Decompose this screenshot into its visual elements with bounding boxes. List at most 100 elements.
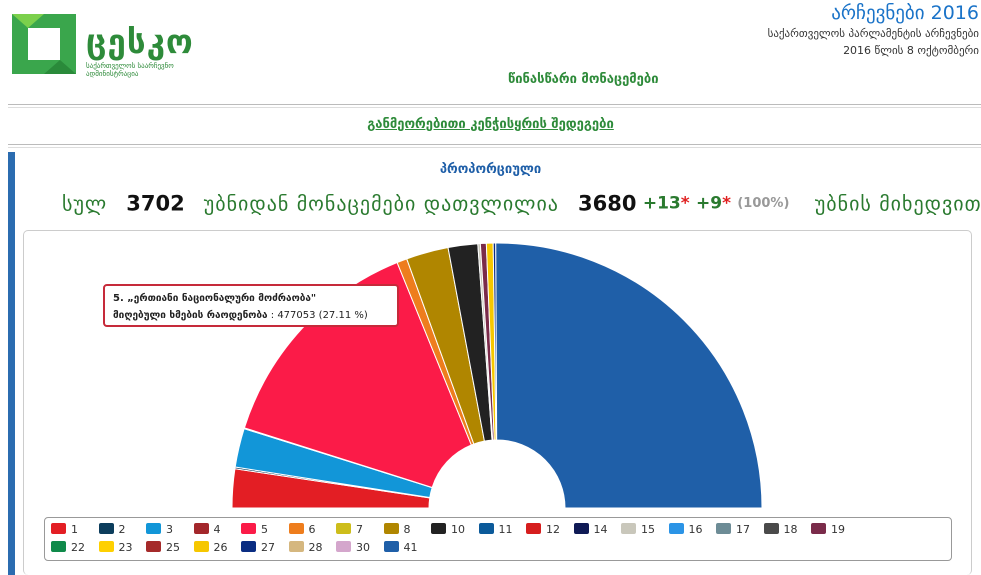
legend-swatch xyxy=(146,541,161,552)
section-accent-bar xyxy=(8,152,15,575)
chart-slice-41[interactable] xyxy=(495,242,763,509)
legend-swatch xyxy=(336,541,351,552)
legend-item-26[interactable]: 26 xyxy=(193,541,242,554)
tooltip-party-name: 5. „ერთიანი ნაციონალური მოძრაობა" xyxy=(113,293,317,304)
legend-swatch xyxy=(763,523,779,534)
legend-item-12[interactable]: 12 xyxy=(526,523,574,536)
legend-label: 1 xyxy=(71,523,78,536)
legend-item-30[interactable]: 30 xyxy=(336,541,384,554)
total-label: სულ xyxy=(62,191,108,216)
legend-item-27[interactable]: 27 xyxy=(241,541,289,554)
legend-swatch xyxy=(336,523,351,534)
legend-swatch xyxy=(193,541,209,552)
cesko-logo-icon xyxy=(12,14,76,74)
legend-label: 14 xyxy=(593,523,608,536)
counted-precincts: 3680 xyxy=(578,191,637,216)
legend-item-17[interactable]: 17 xyxy=(716,523,764,536)
legend-label: 25 xyxy=(166,541,180,554)
legend-label: 26 xyxy=(213,541,228,554)
legend-item-8[interactable]: 8 xyxy=(383,523,432,536)
legend-label: 16 xyxy=(688,523,703,536)
legend-label: 22 xyxy=(71,541,85,554)
legend-label: 4 xyxy=(213,523,221,536)
divider xyxy=(8,107,981,108)
legend-swatch xyxy=(51,541,66,552)
legend-item-22[interactable]: 22 xyxy=(51,541,99,554)
legend-swatch xyxy=(478,523,494,534)
legend-row: 22 23 25 26 27 28 30 41 xyxy=(51,541,945,559)
legend-row: 1 2 3 4 5 6 7 8 10 11 12 14 15 16 17 18 19 xyxy=(51,523,945,541)
legend-item-41[interactable]: 41 xyxy=(383,541,432,554)
legend-item-7[interactable]: 7 xyxy=(336,523,384,536)
legend-label: 2 xyxy=(118,523,126,536)
legend-label: 12 xyxy=(546,523,560,536)
legend-label: 5 xyxy=(261,523,268,536)
legend-item-15[interactable]: 15 xyxy=(621,523,669,536)
legend-item-4[interactable]: 4 xyxy=(193,523,242,536)
plus-count-2: +9 xyxy=(696,193,723,214)
legend-swatch xyxy=(51,523,66,534)
counted-percent: (100%) xyxy=(737,196,790,211)
legend-item-25[interactable]: 25 xyxy=(146,541,194,554)
legend-label: 28 xyxy=(308,541,323,554)
legend-label: 17 xyxy=(736,523,750,536)
runoff-results-link[interactable]: განმეორებითი კენჭისყრის შედეგები xyxy=(367,117,614,132)
legend-swatch xyxy=(621,523,636,534)
legend-item-18[interactable]: 18 xyxy=(763,523,812,536)
legend-label: 6 xyxy=(308,523,316,536)
legend-label: 10 xyxy=(451,523,465,536)
legend-swatch xyxy=(98,541,114,552)
legend-swatch xyxy=(288,523,304,534)
legend-swatch xyxy=(241,541,256,552)
legend-item-6[interactable]: 6 xyxy=(288,523,337,536)
legend-swatch xyxy=(573,523,589,534)
election-title[interactable]: არჩევნები 2016 xyxy=(831,2,979,24)
legend-item-14[interactable]: 14 xyxy=(573,523,622,536)
legend-item-2[interactable]: 2 xyxy=(98,523,147,536)
divider xyxy=(8,147,981,148)
legend-item-16[interactable]: 16 xyxy=(668,523,717,536)
divider xyxy=(8,104,981,105)
chart-legend: 1 2 3 4 5 6 7 8 10 11 12 14 15 16 17 18 19 22 23 25 26 27 28 3… xyxy=(44,517,952,561)
legend-swatch xyxy=(431,523,446,534)
divider xyxy=(8,144,981,145)
legend-item-19[interactable]: 19 xyxy=(811,523,859,536)
legend-item-23[interactable]: 23 xyxy=(98,541,147,554)
legend-item-10[interactable]: 10 xyxy=(431,523,479,536)
logo-text: ცესკო xyxy=(86,22,194,61)
asterisk-2: * xyxy=(722,193,731,214)
legend-label: 19 xyxy=(831,523,845,536)
legend-label: 18 xyxy=(783,523,798,536)
tooltip-votes-label: მიღებული ხმების რაოდენობა xyxy=(113,310,268,321)
legend-item-1[interactable]: 1 xyxy=(51,523,99,536)
legend-swatch xyxy=(241,523,256,534)
legend-label: 27 xyxy=(261,541,275,554)
section-title: პროპორციული xyxy=(439,162,542,177)
legend-swatch xyxy=(383,523,399,534)
legend-swatch xyxy=(98,523,114,534)
counting-summary: სულ 3702 უბნიდან მონაცემები დათვლილია 36… xyxy=(62,190,981,220)
legend-swatch xyxy=(288,541,304,552)
legend-item-5[interactable]: 5 xyxy=(241,523,289,536)
legend-label: 15 xyxy=(641,523,655,536)
chart-slice-5[interactable] xyxy=(243,261,473,489)
counted-label: უბნიდან მონაცემები დათვლილია xyxy=(203,191,559,216)
logo-subtitle: საქართველოს საარჩევნო ადმინისტრაცია xyxy=(86,62,174,78)
tooltip-votes-value: : 477053 (27.11 %) xyxy=(270,310,368,321)
legend-label: 3 xyxy=(166,523,173,536)
legend-item-3[interactable]: 3 xyxy=(146,523,194,536)
asterisk-1: * xyxy=(680,193,690,214)
by-precinct-label: უბნის მიხედვით xyxy=(814,191,981,216)
election-date: 2016 წლის 8 ოქტომბერი xyxy=(843,44,979,57)
legend-label: 23 xyxy=(118,541,133,554)
legend-item-28[interactable]: 28 xyxy=(288,541,337,554)
legend-label: 8 xyxy=(403,523,411,536)
legend-swatch xyxy=(146,523,161,534)
legend-item-11[interactable]: 11 xyxy=(478,523,527,536)
legend-swatch xyxy=(383,541,399,552)
legend-label: 30 xyxy=(356,541,370,554)
legend-label: 7 xyxy=(356,523,363,536)
election-subtitle: საქართველოს პარლამენტის არჩევნები xyxy=(767,27,979,40)
legend-swatch xyxy=(193,523,209,534)
